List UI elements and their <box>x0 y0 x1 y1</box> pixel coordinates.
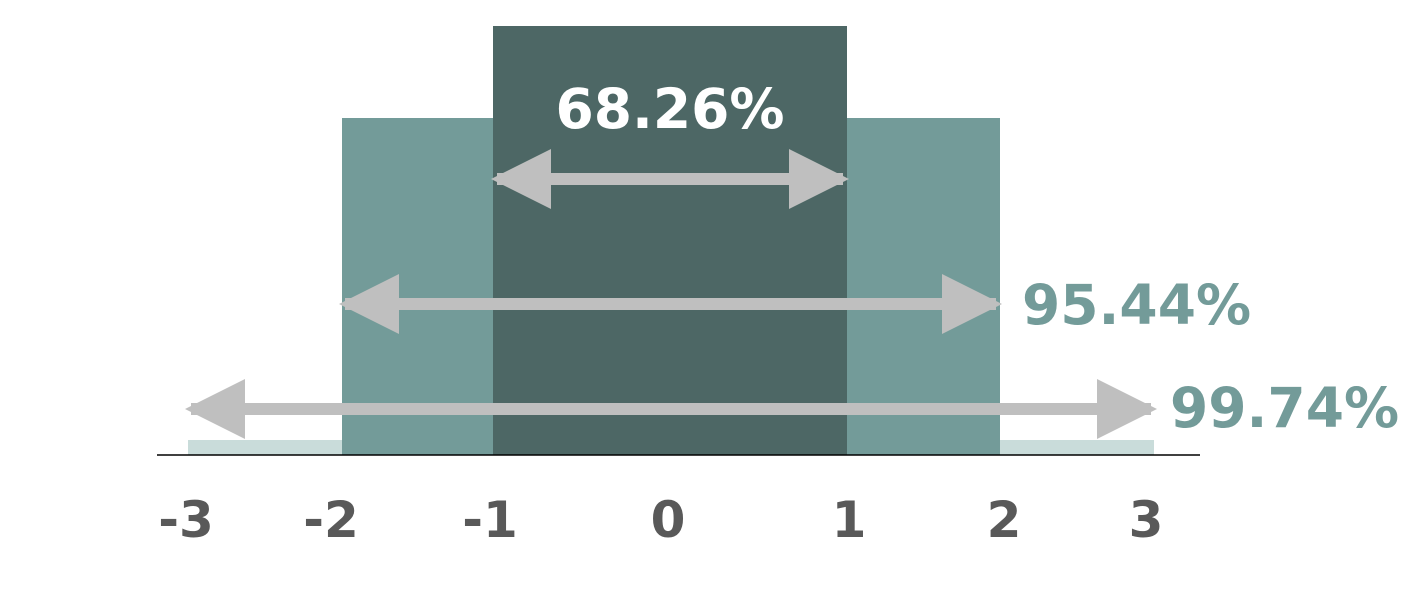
tick-label: -3 <box>158 491 214 549</box>
label-95-percent: 95.44% <box>1022 273 1251 337</box>
tick-label: 3 <box>1129 491 1164 549</box>
label-68-percent: 68.26% <box>555 77 784 141</box>
tick-label: 1 <box>832 491 867 549</box>
tick-label: -1 <box>462 491 518 549</box>
label-99-percent: 99.74% <box>1170 376 1399 440</box>
tick-label: 2 <box>987 491 1022 549</box>
tick-label: 0 <box>651 491 686 549</box>
outer-band-right <box>1000 440 1154 455</box>
tick-label: -2 <box>303 491 359 549</box>
outer-band-left <box>188 440 342 455</box>
